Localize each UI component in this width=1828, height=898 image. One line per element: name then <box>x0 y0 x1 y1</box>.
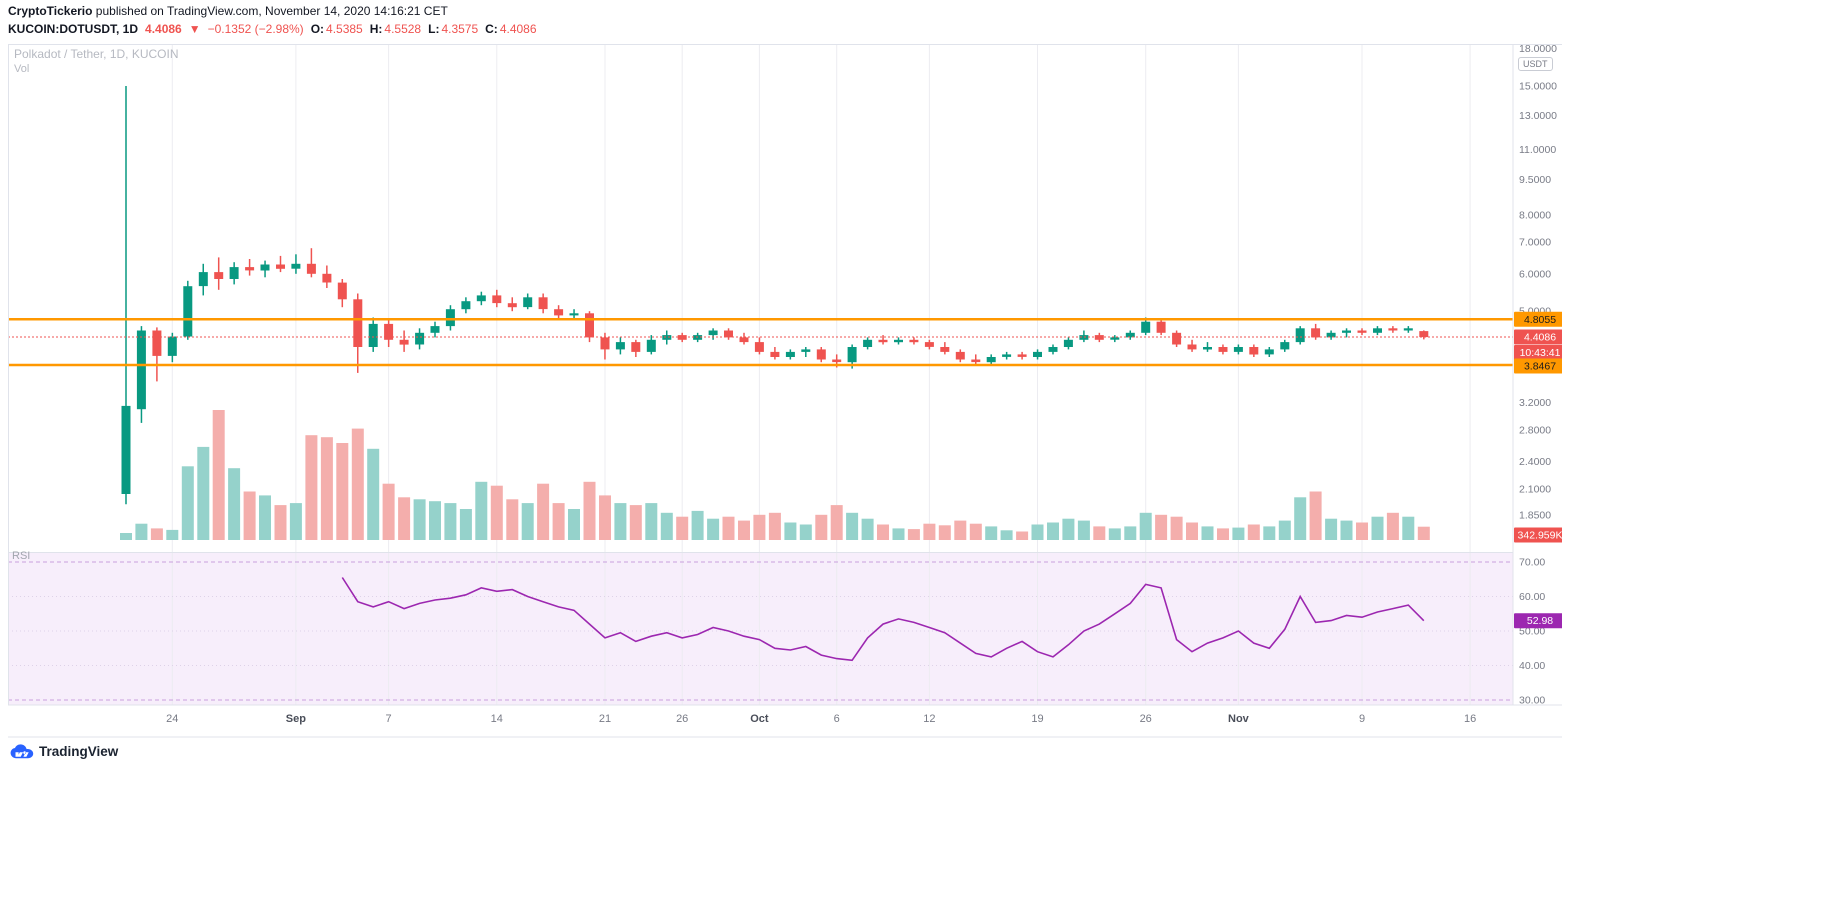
svg-text:8.0000: 8.0000 <box>1519 209 1551 221</box>
attribution-bar: CryptoTickerio published on TradingView.… <box>8 4 448 18</box>
svg-text:3.2000: 3.2000 <box>1519 397 1551 409</box>
countdown-badge <box>1514 345 1562 360</box>
svg-text:9.5000: 9.5000 <box>1519 174 1551 186</box>
price-axis[interactable]: 18.0000 15.0000 13.0000 11.0000 9.5000 8.0000… <box>1519 44 1557 522</box>
tradingview-cloud-icon <box>10 744 34 759</box>
svg-text:10:43:41: 10:43:41 <box>1520 347 1561 359</box>
svg-text:2.1000: 2.1000 <box>1519 484 1551 496</box>
symbol-bar: KUCOIN:DOTUSDT, 1D 4.4086 ▼ −0.1352 (−2.… <box>8 22 537 36</box>
close-value: C: 4.4086 <box>485 22 537 36</box>
svg-text:14: 14 <box>491 713 503 725</box>
svg-text:24: 24 <box>166 713 178 725</box>
svg-text:52.98: 52.98 <box>1527 615 1553 627</box>
rsi-line <box>341 577 1425 662</box>
svg-text:21: 21 <box>599 713 611 725</box>
chart-canvas[interactable]: 18.0000 15.0000 13.0000 11.0000 9.5000 8.0000… <box>8 44 1562 738</box>
svg-text:16: 16 <box>1464 713 1476 725</box>
svg-text:7: 7 <box>386 713 392 725</box>
svg-text:40.00: 40.00 <box>1519 660 1545 672</box>
rsi-band-lines <box>8 561 1513 701</box>
svg-text:2.4000: 2.4000 <box>1519 456 1551 468</box>
svg-text:26: 26 <box>1140 713 1152 725</box>
symbol-title[interactable]: KUCOIN:DOTUSDT, 1D <box>8 22 139 36</box>
svg-text:1.8500: 1.8500 <box>1519 510 1551 522</box>
svg-text:4.8055: 4.8055 <box>1524 314 1556 326</box>
last-price-badge <box>1514 329 1562 345</box>
rsi-value-badge <box>1514 613 1562 629</box>
price-level-lines[interactable] <box>8 318 1513 367</box>
svg-text:6: 6 <box>834 713 840 725</box>
svg-text:Sep: Sep <box>286 713 306 725</box>
grid-lines <box>171 44 1471 705</box>
svg-text:7.0000: 7.0000 <box>1519 237 1551 249</box>
svg-text:6.0000: 6.0000 <box>1519 268 1551 280</box>
svg-text:50.00: 50.00 <box>1519 626 1545 638</box>
pane-borders <box>8 44 1562 738</box>
svg-text:70.00: 70.00 <box>1519 557 1545 569</box>
high-value: H: 4.5528 <box>369 22 422 36</box>
open-value: O: 4.5385 <box>310 22 363 36</box>
candlestick-series <box>121 86 1429 505</box>
svg-text:30.00: 30.00 <box>1519 695 1545 707</box>
support-price-badge <box>1514 358 1562 374</box>
currency-badge[interactable]: USDT <box>1518 57 1553 71</box>
svg-text:13.0000: 13.0000 <box>1519 110 1557 122</box>
svg-text:26: 26 <box>676 713 688 725</box>
svg-text:15.0000: 15.0000 <box>1519 81 1557 93</box>
svg-text:19: 19 <box>1031 713 1043 725</box>
resistance-price-badge <box>1514 311 1562 327</box>
svg-text:2.8000: 2.8000 <box>1519 425 1551 437</box>
svg-text:Oct: Oct <box>750 713 769 725</box>
svg-text:11.0000: 11.0000 <box>1519 144 1556 156</box>
svg-text:12: 12 <box>923 713 935 725</box>
last-price-text: 4.4086 <box>145 22 182 36</box>
svg-text:4.4086: 4.4086 <box>1524 332 1556 344</box>
svg-text:9: 9 <box>1359 713 1365 725</box>
low-value: L: 4.3575 <box>428 22 479 36</box>
volume-value-badge <box>1514 527 1562 543</box>
volume-series <box>120 410 1430 540</box>
publisher-name: CryptoTickerio <box>8 4 93 18</box>
rsi-axis[interactable]: 70.00 60.00 50.00 40.00 30.00 <box>1519 557 1545 707</box>
svg-text:Nov: Nov <box>1228 713 1250 725</box>
svg-text:18.0000: 18.0000 <box>1519 44 1557 55</box>
tradingview-logo[interactable]: TradingView <box>10 744 118 759</box>
price-axis-badges: 4.8055 4.4086 10:43:41 3.8467 342.959K 52.98 <box>1514 311 1562 629</box>
svg-text:3.8467: 3.8467 <box>1524 361 1556 373</box>
down-arrow-icon: ▼ <box>188 22 201 36</box>
svg-text:342.959K: 342.959K <box>1518 530 1562 542</box>
time-axis[interactable]: 24 Sep 7 14 21 26 Oct 6 12 19 26 Nov 9 16 <box>166 713 1476 725</box>
svg-text:60.00: 60.00 <box>1519 591 1545 603</box>
price-change: −0.1352 (−2.98%) <box>207 22 304 36</box>
publish-info: published on TradingView.com, November 1… <box>92 4 448 18</box>
pane-legend-symbol[interactable]: Polkadot / Tether, 1D, KUCOIN <box>14 47 179 61</box>
rsi-panel-background <box>8 552 1513 705</box>
tradingview-wordmark: TradingView <box>39 744 119 759</box>
pane-legend-rsi[interactable]: RSI <box>12 550 31 562</box>
pane-legend-volume[interactable]: Vol <box>14 63 30 75</box>
